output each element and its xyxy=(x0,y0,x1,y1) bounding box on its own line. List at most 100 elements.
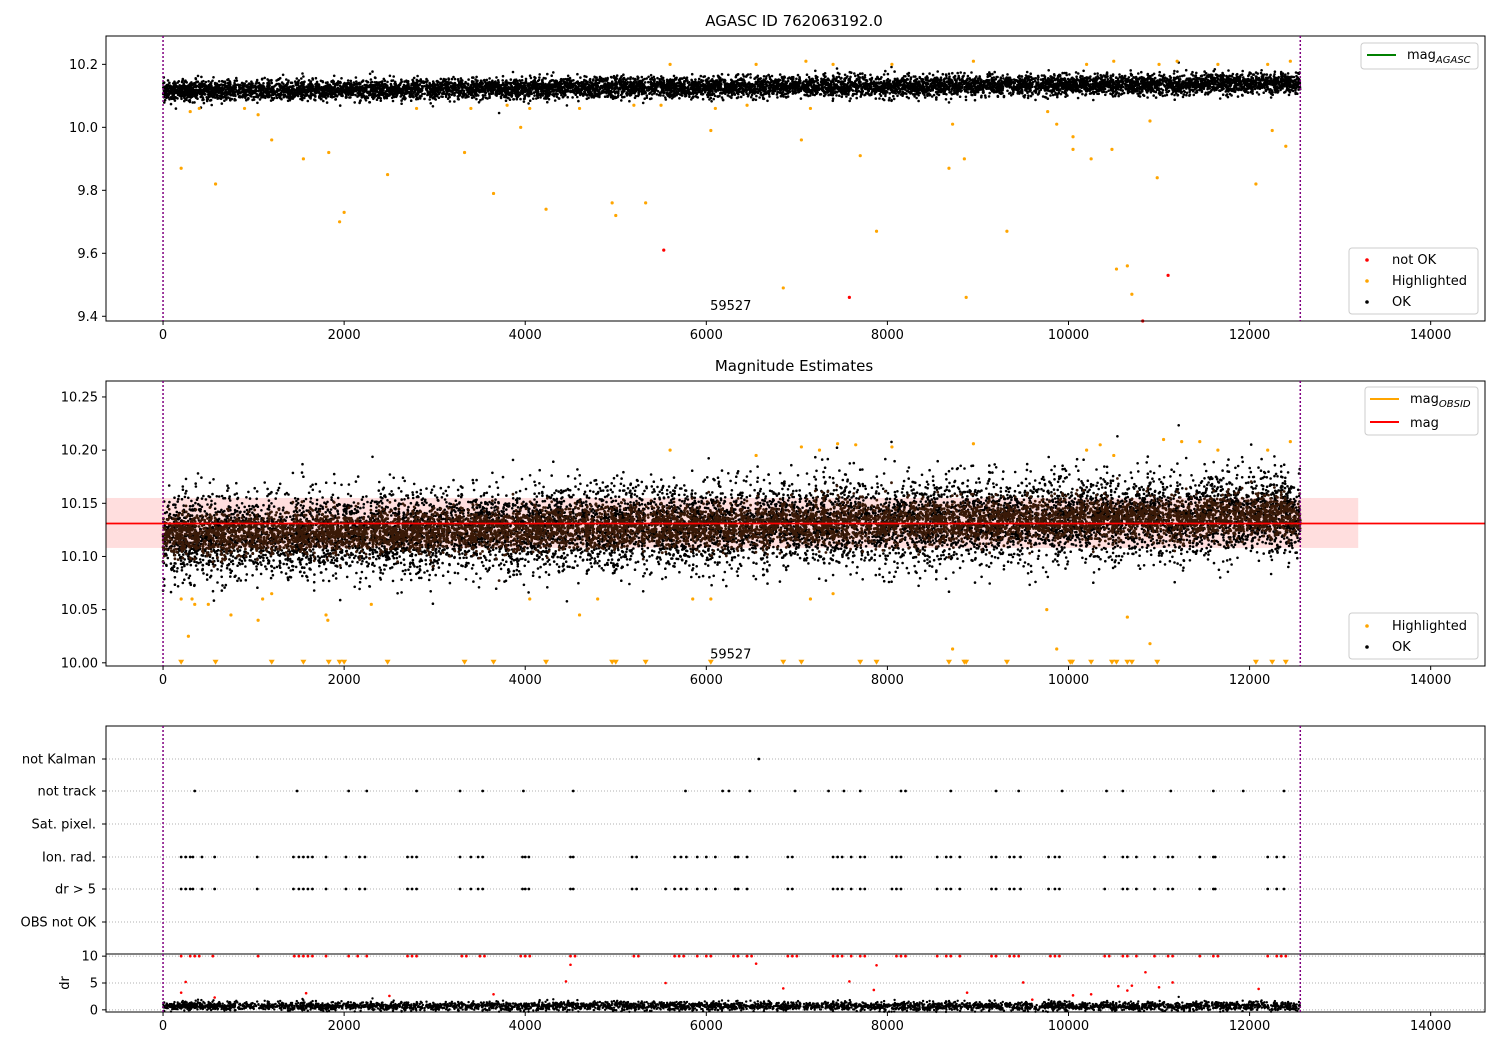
ok-point xyxy=(166,79,170,82)
ok-point xyxy=(957,74,960,78)
ok-point xyxy=(388,74,392,78)
ok-point xyxy=(764,77,768,80)
ok-point xyxy=(1227,69,1230,72)
ok-point xyxy=(1076,96,1080,100)
ok-point xyxy=(1176,70,1179,73)
ok-point xyxy=(1277,76,1280,79)
ok-point xyxy=(475,97,478,101)
ok-point xyxy=(356,82,360,85)
ok-point xyxy=(1283,91,1286,94)
ok-point xyxy=(1036,78,1040,81)
ok-point xyxy=(849,97,852,100)
ok-point xyxy=(735,96,739,100)
ok-point xyxy=(581,94,585,97)
ok-point xyxy=(275,96,279,100)
ok-point xyxy=(649,73,653,77)
ok-point xyxy=(768,95,771,98)
ok-point xyxy=(511,70,515,74)
ok-point xyxy=(180,97,183,101)
ok-point xyxy=(845,95,848,98)
ok-point xyxy=(588,77,592,81)
ok-point xyxy=(262,82,265,85)
ok-point xyxy=(848,99,851,103)
ok-point xyxy=(281,73,285,77)
panel-agasc-magnitude: AGASC ID 762063192.0 0 2000 4000 6000 8000 10… xyxy=(69,12,1486,343)
ok-point xyxy=(1094,90,1098,93)
ok-point xyxy=(1074,71,1078,74)
ok-point xyxy=(1036,87,1040,90)
ok-point xyxy=(917,99,920,103)
ok-point xyxy=(368,72,372,76)
ok-point xyxy=(742,75,746,78)
ok-point xyxy=(1030,91,1034,94)
ok-point xyxy=(758,96,761,99)
ok-point xyxy=(1006,89,1009,93)
ok-point xyxy=(441,95,444,98)
ok-point xyxy=(220,102,224,105)
ok-point xyxy=(448,100,452,103)
ok-point xyxy=(547,97,551,101)
ok-point xyxy=(1027,94,1030,97)
ok-point xyxy=(210,103,213,107)
ok-point xyxy=(1181,95,1185,99)
ok-point xyxy=(313,98,316,101)
ok-point xyxy=(321,80,324,83)
ok-point xyxy=(533,75,536,79)
ok-point xyxy=(287,79,290,82)
ok-point xyxy=(338,104,342,107)
ok-point xyxy=(1120,74,1124,78)
ok-point xyxy=(1045,92,1048,95)
ok-point xyxy=(1082,69,1085,73)
ok-point xyxy=(524,77,528,81)
ok-point xyxy=(368,101,371,104)
ok-point xyxy=(1077,72,1080,75)
ok-point xyxy=(754,98,758,102)
ok-point xyxy=(892,94,895,98)
ok-point xyxy=(354,76,358,79)
ok-point xyxy=(528,99,532,102)
ok-point xyxy=(453,77,457,81)
ok-point xyxy=(814,69,817,73)
ok-point xyxy=(1269,77,1273,80)
ok-point xyxy=(1160,87,1163,91)
ok-point xyxy=(996,94,1000,98)
ok-point xyxy=(1025,70,1029,74)
ok-point xyxy=(174,107,178,110)
ok-point xyxy=(1185,93,1188,97)
ok-point xyxy=(888,92,892,95)
ok-point xyxy=(452,75,455,79)
ok-point xyxy=(1295,74,1298,78)
ok-point xyxy=(1173,98,1176,101)
ok-point xyxy=(780,75,784,79)
ok-point xyxy=(528,74,532,77)
ok-point xyxy=(450,93,454,97)
ok-point xyxy=(622,73,625,76)
ok-point xyxy=(1164,88,1168,92)
ok-point xyxy=(853,72,856,75)
ok-point xyxy=(1152,94,1155,97)
panel1-ok-points xyxy=(161,61,1302,115)
ok-point xyxy=(923,96,927,99)
ok-point xyxy=(168,81,171,85)
ok-point xyxy=(805,73,809,76)
ok-point xyxy=(1007,92,1011,95)
ok-point xyxy=(840,95,844,99)
ok-point xyxy=(1279,70,1283,74)
ok-point xyxy=(587,96,590,100)
ok-point xyxy=(1226,95,1230,99)
ok-point xyxy=(966,74,970,78)
ok-point xyxy=(163,98,167,102)
ok-point xyxy=(1236,95,1240,98)
ok-point xyxy=(411,80,415,83)
ok-point xyxy=(721,98,725,102)
ok-point xyxy=(428,98,432,101)
ok-point xyxy=(576,95,579,99)
ok-point xyxy=(896,94,899,98)
ok-point xyxy=(1228,92,1232,96)
ok-point xyxy=(835,94,838,97)
ok-point xyxy=(765,75,768,78)
ok-point xyxy=(1081,92,1084,96)
ok-point xyxy=(1184,68,1188,72)
ok-point xyxy=(285,78,288,81)
